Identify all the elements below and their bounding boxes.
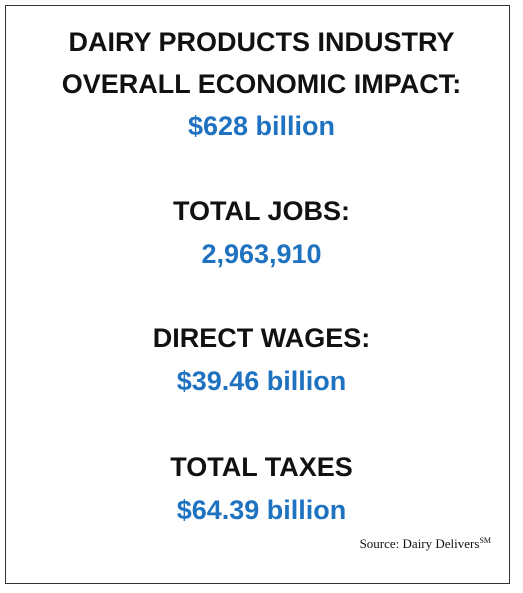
stat-value: $39.46 billion (176, 366, 347, 396)
source-note: Source: Dairy DeliversSM (360, 536, 491, 552)
stat-label: TOTAL TAXES (170, 452, 353, 482)
title-line: DAIRY PRODUCTS INDUSTRY (68, 27, 455, 57)
source-text: Source: Dairy Delivers (359, 536, 480, 551)
service-mark: SM (479, 536, 491, 545)
stat-value: 2,963,910 (201, 239, 322, 269)
impact-value: $628 billion (187, 111, 336, 141)
border (5, 5, 510, 584)
stat-label: TOTAL JOBS: (172, 196, 351, 226)
stat-label: DIRECT WAGES: (152, 323, 371, 353)
stat-value: $64.39 billion (176, 495, 347, 525)
title-line: OVERALL ECONOMIC IMPACT: (61, 69, 462, 99)
